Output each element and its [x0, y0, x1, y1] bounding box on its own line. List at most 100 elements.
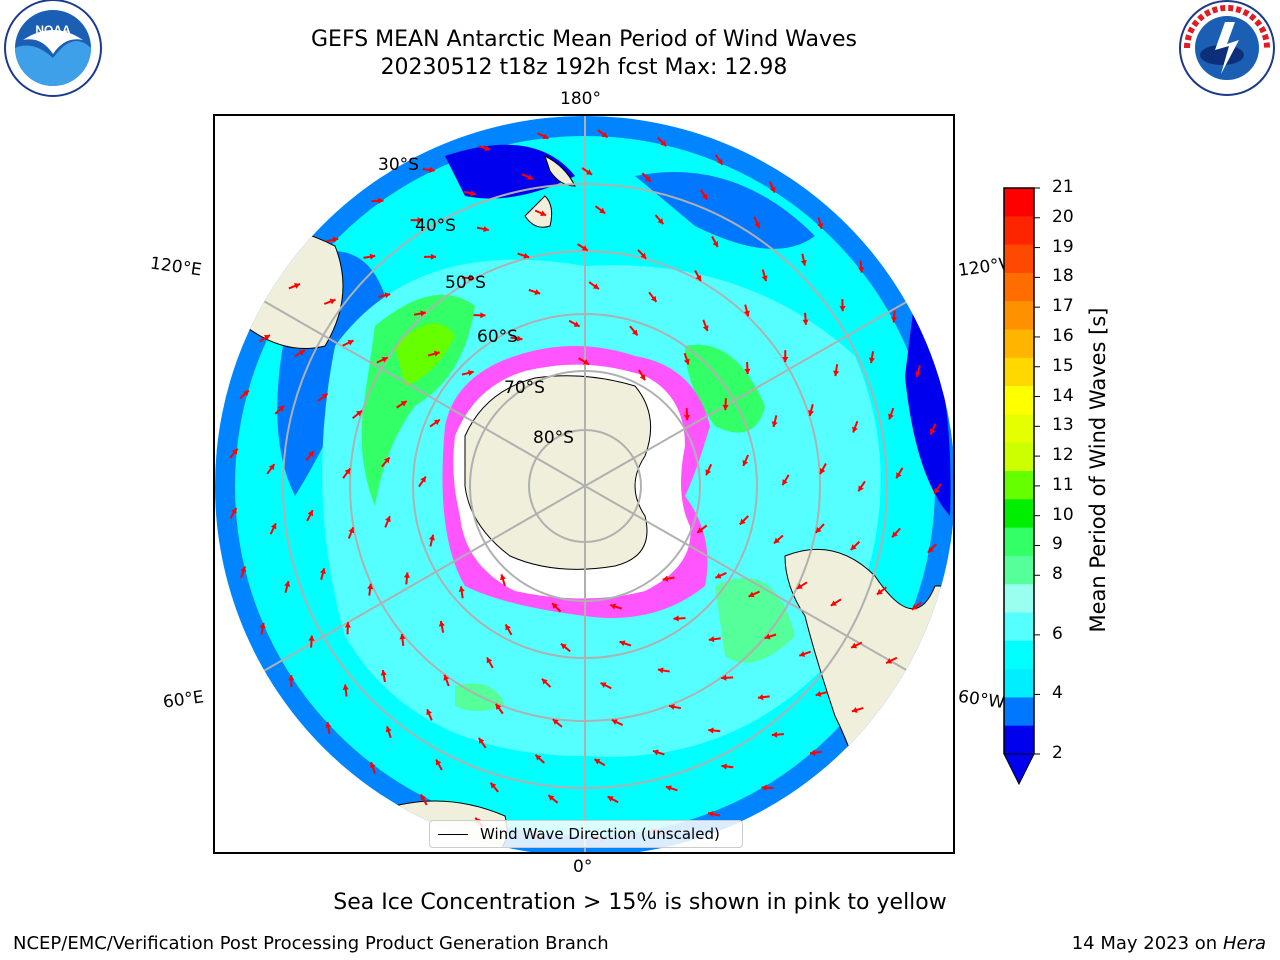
meridian-label-120e: 120°E — [148, 253, 203, 281]
wind-arrow-head — [830, 600, 837, 606]
colorbar-tick-label: 2 — [1052, 743, 1063, 763]
wind-arrow-head — [420, 476, 426, 483]
colorbar-segment — [1004, 442, 1034, 472]
wind-arrow-head — [552, 719, 559, 725]
colorbar-tick-label: 4 — [1052, 683, 1063, 704]
wind-arrow-head — [288, 675, 295, 681]
wind-arrow-head — [332, 236, 339, 243]
wind-arrow-head — [321, 393, 328, 400]
colorbar-segment — [1004, 329, 1034, 359]
wind-arrow-head — [399, 633, 406, 640]
wind-arrow-head — [773, 537, 780, 544]
colorbar-segment — [1004, 640, 1034, 670]
colorbar-segment — [1004, 272, 1034, 302]
wind-arrow-head — [665, 785, 672, 792]
chart-subtitle: 20230512 t18z 192h fcst Max: 12.98 — [380, 55, 788, 80]
colorbar-tick-label: 14 — [1052, 385, 1074, 406]
colorbar-tick-label: 9 — [1052, 534, 1063, 555]
wind-arrow-head — [307, 510, 314, 517]
wind-arrow-head — [548, 795, 555, 801]
footer-date-text: 14 May 2023 on — [1071, 933, 1218, 954]
wind-arrow-head — [385, 726, 392, 733]
wind-arrow-head — [721, 674, 727, 681]
colorbar-tick-label: 10 — [1052, 504, 1074, 525]
wind-arrow-head — [896, 472, 902, 479]
wind-arrow-head — [231, 507, 237, 514]
wind-arrow-head — [915, 371, 922, 377]
wind-arrow-head — [771, 731, 778, 738]
wind-arrow-head — [319, 568, 326, 574]
wind-arrow-head — [582, 359, 589, 365]
wind-arrow-head — [240, 566, 247, 573]
wind-arrow-head — [683, 414, 691, 421]
wind-arrow-head — [764, 633, 771, 640]
wind-arrow-head — [378, 197, 384, 204]
colorbar-tick-label: 8 — [1052, 564, 1063, 585]
wind-arrow-head — [695, 275, 702, 282]
wind-arrow-head — [705, 469, 712, 476]
wind-arrow-head — [369, 253, 376, 260]
legend-label: Wind Wave Direction (unscaled) — [480, 825, 720, 843]
wind-arrow-head — [284, 581, 291, 587]
colorbar-tick-label: 19 — [1052, 236, 1074, 257]
wind-arrow-head — [573, 321, 580, 327]
wind-arrow-head — [757, 694, 764, 701]
colorbar — [1003, 187, 1040, 786]
wind-arrow-head — [833, 370, 840, 377]
colorbar-tick-label: 17 — [1052, 296, 1074, 317]
colorbar-segment — [1004, 301, 1034, 330]
wind-arrow-head — [308, 451, 314, 458]
colorbar-segment — [1004, 357, 1034, 387]
wind-arrow-head — [782, 479, 788, 486]
wind-arrow-head — [400, 401, 407, 407]
noaa-logo: NOAA — [4, 0, 102, 97]
antarctica-land — [464, 375, 652, 570]
wind-arrow-head — [722, 404, 729, 411]
wind-arrow-head — [417, 217, 423, 224]
wind-arrow-head — [929, 428, 936, 435]
colorbar-segment — [1004, 612, 1034, 642]
colorbar-segment — [1004, 669, 1034, 698]
wind-arrow-head — [927, 546, 934, 553]
wind-arrow-head — [356, 410, 362, 417]
wind-arrow-head — [458, 586, 465, 592]
wind-arrow-head — [347, 339, 354, 346]
wind-arrow-head — [516, 335, 523, 342]
australia-land — [215, 223, 344, 349]
wind-arrow-head — [243, 390, 249, 397]
wind-arrow-head — [683, 358, 690, 365]
wind-arrow-head — [385, 516, 391, 523]
wind-arrow-head — [851, 642, 858, 649]
wind-arrow-head — [858, 485, 864, 492]
wind-arrow-head — [420, 310, 426, 317]
colorbar-segment — [1004, 188, 1034, 217]
colorbar-tick-label: 15 — [1052, 355, 1074, 376]
wind-arrow-head — [542, 133, 549, 140]
wind-arrow-head — [527, 174, 534, 180]
wind-arrow-head — [435, 759, 442, 766]
wind-arrow-head — [486, 657, 493, 664]
lat-label-40s: 40°S — [415, 216, 456, 236]
wind-arrow-head — [480, 312, 486, 319]
colorbar-segment — [1004, 527, 1034, 557]
wind-arrow-head — [268, 464, 275, 471]
wind-arrow-head — [344, 622, 351, 628]
wind-arrow-head — [505, 624, 511, 631]
footer-date: 14 May 2023 on Hera — [1072, 933, 1266, 954]
wind-arrow-head — [715, 572, 722, 579]
footer-credit: NCEP/EMC/Verification Post Processing Pr… — [13, 933, 609, 954]
wind-arrow-head — [426, 709, 432, 716]
wind-arrow-head — [433, 419, 440, 426]
colorbar-segment — [1004, 697, 1034, 727]
meridian-label-0: 0° — [573, 857, 593, 877]
wind-arrow-head — [430, 253, 437, 260]
wind-arrow-head — [888, 413, 894, 420]
wind-arrow-head — [470, 190, 476, 197]
wind-arrow-head — [892, 531, 898, 538]
meridian-label-180: 180° — [560, 89, 601, 109]
wind-arrow-head — [348, 527, 355, 534]
wind-arrow-head — [852, 426, 858, 433]
wind-arrow-head — [599, 207, 606, 214]
wind-arrow-head — [294, 283, 300, 289]
wind-arrow-head — [702, 325, 709, 332]
